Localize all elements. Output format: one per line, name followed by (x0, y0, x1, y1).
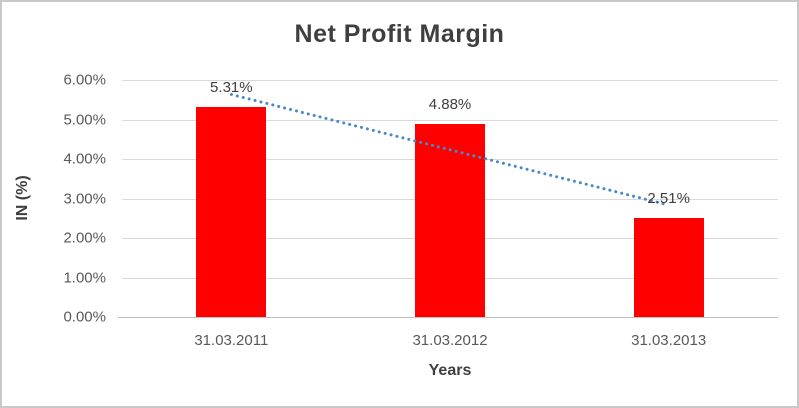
y-axis-tick-label: 2.00% (63, 229, 106, 247)
y-axis-tick-label: 1.00% (63, 269, 106, 286)
bar-31.03.2011 (196, 107, 267, 317)
y-axis-title-text: IN (%) (14, 175, 31, 221)
bar-31.03.2013 (633, 217, 704, 317)
data-label: 4.88% (428, 96, 472, 114)
chart-title: Net Profit Margin (294, 20, 505, 48)
bar-31.03.2012 (415, 124, 485, 317)
x-axis-tick-label: 31.03.2011 (194, 332, 269, 349)
data-label: 5.31% (210, 79, 253, 97)
data-label: 2.51% (647, 189, 690, 207)
y-axis-tick-label: 5.00% (63, 111, 106, 128)
x-axis-title: Years (428, 362, 472, 379)
y-axis-tick-label: 4.00% (63, 150, 106, 168)
x-axis-tick-label: 31.03.2012 (412, 332, 488, 349)
x-axis-tick-label: 31.03.2013 (631, 332, 707, 349)
gridline (122, 80, 778, 81)
y-axis-tick-label: 3.00% (63, 190, 106, 207)
y-axis-tick-label: 6.00% (63, 71, 106, 89)
x-axis-line (118, 317, 778, 318)
y-axis-tick-label: 0.00% (63, 308, 106, 326)
